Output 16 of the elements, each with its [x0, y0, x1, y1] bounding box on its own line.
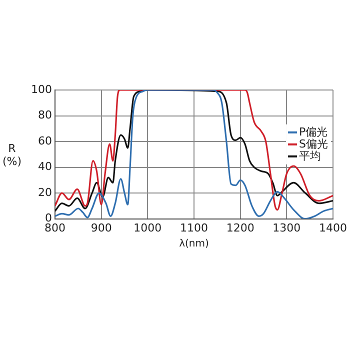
legend-label: S偏光: [299, 137, 328, 150]
legend-label: 平均: [299, 149, 322, 162]
x-tick-label: 900: [90, 221, 112, 234]
y-tick-label: 40: [38, 160, 52, 174]
x-axis-title: λ(nm): [179, 238, 209, 250]
x-tick-label: 1200: [226, 221, 254, 234]
y-axis-title: R (%): [2, 142, 22, 168]
y-tick-label: 20: [38, 186, 52, 199]
legend-label: P偏光: [299, 125, 328, 138]
x-tick-label: 1000: [134, 221, 162, 234]
x-tick-label: 1400: [319, 221, 348, 234]
x-tick-label: 1100: [180, 221, 208, 234]
y-tick-label: 60: [38, 134, 52, 148]
x-tick-label: 1300: [272, 221, 301, 234]
y-tick-label: 100: [30, 82, 52, 96]
y-tick-label: 80: [38, 108, 52, 122]
